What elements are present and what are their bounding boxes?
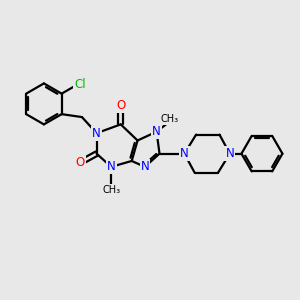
Text: O: O <box>76 156 85 169</box>
Text: N: N <box>107 160 116 173</box>
Text: O: O <box>116 99 125 112</box>
Text: Cl: Cl <box>74 78 86 92</box>
Text: N: N <box>152 125 161 138</box>
Text: CH₃: CH₃ <box>161 114 179 124</box>
Text: N: N <box>140 160 149 173</box>
Text: N: N <box>180 147 189 160</box>
Text: N: N <box>92 127 101 140</box>
Text: CH₃: CH₃ <box>102 184 120 194</box>
Text: N: N <box>225 147 234 160</box>
